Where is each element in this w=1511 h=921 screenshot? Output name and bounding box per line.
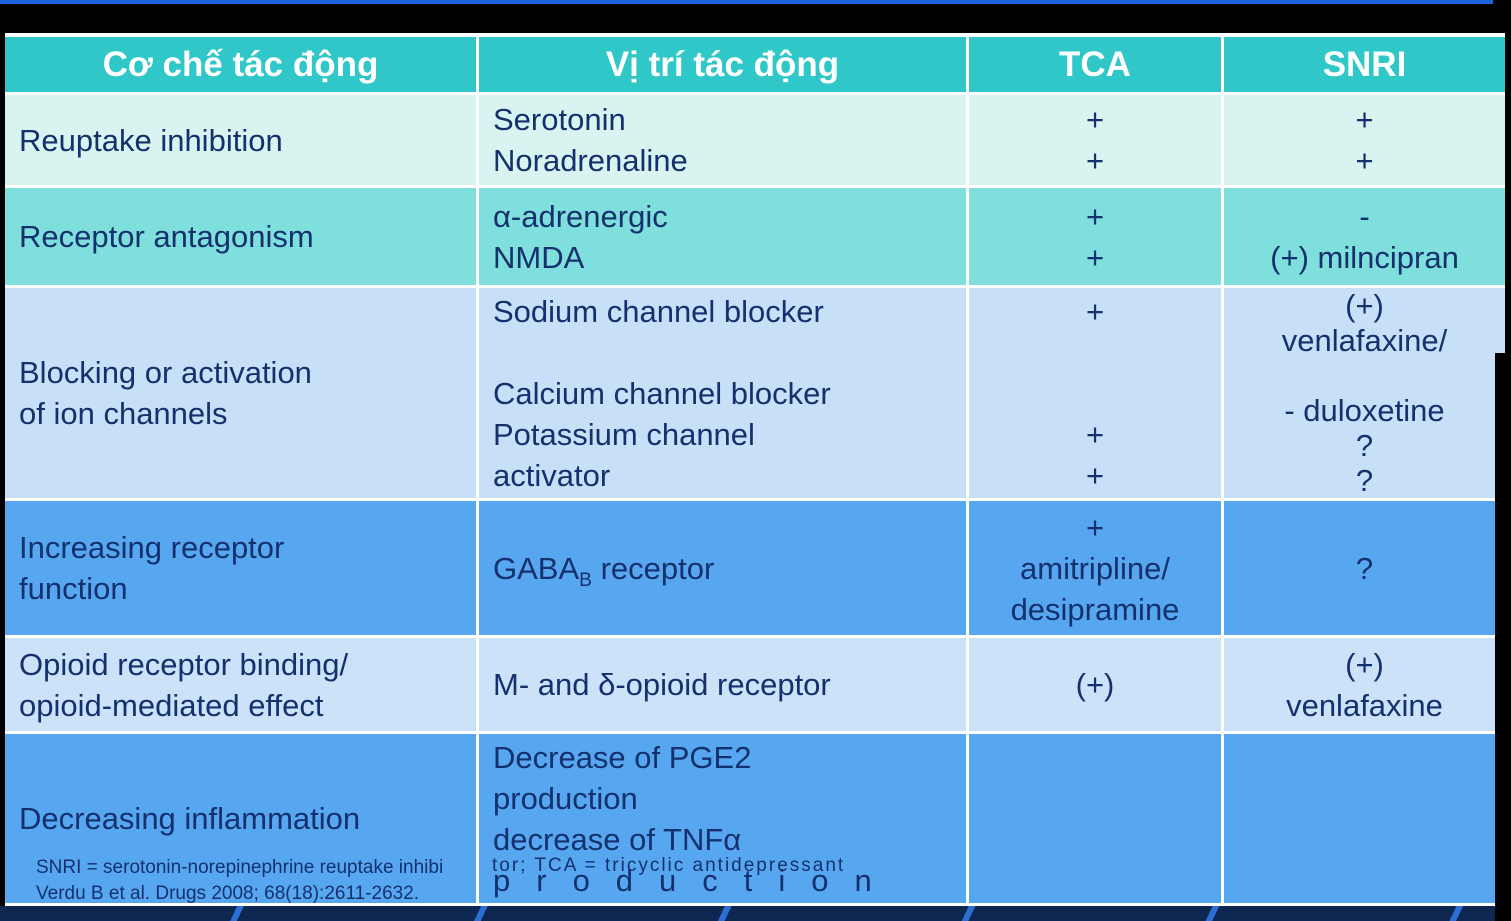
cell-line: Receptor antagonism: [19, 219, 314, 254]
cell-line: GABAB receptor: [493, 548, 715, 591]
cell-tca-receptor-function: + amitripline/ desipramine: [969, 501, 1221, 635]
cell-line: +: [1085, 198, 1105, 234]
cell-snri-receptor-function: ?: [1224, 501, 1505, 635]
cell-line: Serotonin: [493, 102, 626, 137]
cell-line: decrease of TNFα: [493, 821, 742, 857]
cell-line: Decreasing inflammation: [19, 801, 361, 836]
cell-tca-opioid: (+): [969, 638, 1221, 731]
cell-line: (+): [1075, 667, 1115, 702]
cell-line: ?: [1355, 428, 1374, 463]
cell-line: +: [1085, 509, 1105, 545]
footnote-abbreviations-left: SNRI = serotonin-norepinephrine reuptake…: [36, 857, 444, 878]
cell-line: function: [19, 571, 128, 606]
cell-line: opioid-mediated effect: [19, 687, 324, 723]
cell-tca-inflammation: [969, 734, 1221, 903]
cell-site-ion-channels: Sodium channel blocker Calcium channel b…: [479, 288, 966, 498]
cell-line: +: [1355, 143, 1374, 178]
header-site: Vị trí tác động: [479, 37, 966, 92]
cell-tca-reuptake: + +: [969, 95, 1221, 185]
cell-line: ?: [1355, 463, 1374, 498]
cell-site-opioid: M- and δ-opioid receptor: [479, 638, 966, 731]
cell-line: desipramine: [1010, 591, 1180, 627]
top-accent-line: [0, 0, 1493, 4]
cell-line: +: [1085, 416, 1105, 452]
cell-line: of ion channels: [19, 396, 228, 431]
cell-line: +: [1085, 457, 1105, 493]
gaba-suffix: receptor: [591, 550, 715, 586]
cell-mechanism-reuptake: Reuptake inhibition: [5, 95, 476, 185]
cell-snri-opioid: (+) venlafaxine: [1224, 638, 1505, 731]
cell-line: +: [1355, 102, 1374, 137]
cell-line: M- and δ-opioid receptor: [493, 667, 831, 702]
cell-line: Decrease of PGE2: [493, 739, 752, 775]
comparison-table: Cơ chế tác động Vị trí tác động TCA SNRI…: [5, 33, 1505, 907]
cell-mechanism-antagonism: Receptor antagonism: [5, 188, 476, 285]
cell-line: +: [1085, 102, 1105, 137]
right-black-bar: [1495, 353, 1511, 921]
footnote-abbreviations-right: tor; TCA = tricyclic antidepressant: [492, 855, 846, 876]
cell-line: (+): [1345, 646, 1384, 682]
cell-mechanism-inflammation: Decreasing inflammation: [5, 734, 476, 903]
cell-line: venlafaxine: [1286, 687, 1443, 723]
cell-site-antagonism: α-adrenergic NMDA: [479, 188, 966, 285]
cell-line: Potassium channel: [493, 416, 755, 452]
cell-line: Increasing receptor: [19, 530, 285, 565]
header-snri: SNRI: [1224, 37, 1505, 92]
cell-mechanism-receptor-function: Increasing receptor function: [5, 501, 476, 635]
gaba-text: GABA: [493, 550, 580, 586]
cell-line: Blocking or activation: [19, 355, 312, 390]
cell-tca-ion-channels: + + +: [969, 288, 1221, 498]
cell-site-gaba: GABAB receptor: [479, 501, 966, 635]
cell-snri-antagonism: - (+) milncipran: [1224, 188, 1505, 285]
cell-snri-ion-channels: (+) venlafaxine/ - duloxetine ? ?: [1224, 288, 1505, 498]
cell-line: Noradrenaline: [493, 143, 688, 178]
cell-site-inflammation: Decrease of PGE2 production decrease of …: [479, 734, 966, 903]
cell-line: production: [493, 862, 898, 898]
header-tca: TCA: [969, 37, 1221, 92]
cell-line: (+): [1345, 288, 1384, 323]
cell-snri-inflammation: [1224, 734, 1505, 903]
cell-line: Calcium channel blocker: [493, 375, 831, 411]
cell-line: α-adrenergic: [493, 198, 668, 234]
cell-line: activator: [493, 457, 611, 493]
cell-line: Opioid receptor binding/: [19, 646, 349, 682]
cell-line: Reuptake inhibition: [19, 122, 283, 158]
cell-line: +: [1085, 239, 1105, 275]
cell-mechanism-ion-channels: Blocking or activation of ion channels: [5, 288, 476, 498]
gaba-subscript: B: [579, 569, 592, 591]
cell-line: venlafaxine/: [1281, 323, 1448, 358]
cell-line: ?: [1355, 550, 1374, 586]
cell-line: +: [1085, 143, 1105, 178]
bottom-bar: [0, 906, 1511, 921]
cell-line: amitripline/: [1020, 550, 1170, 586]
cell-line: -: [1359, 198, 1370, 234]
cell-tca-antagonism: + +: [969, 188, 1221, 285]
footnote-reference: Verdu B et al. Drugs 2008; 68(18):2611-2…: [36, 883, 420, 904]
cell-site-reuptake: Serotonin Noradrenaline: [479, 95, 966, 185]
cell-line: production: [493, 780, 638, 816]
cell-snri-reuptake: + +: [1224, 95, 1505, 185]
cell-line: (+) milncipran: [1270, 239, 1459, 275]
cell-line: - duloxetine: [1284, 393, 1445, 428]
cell-line: Sodium channel blocker: [493, 293, 824, 329]
header-mechanism: Cơ chế tác động: [5, 37, 476, 92]
cell-mechanism-opioid: Opioid receptor binding/ opioid-mediated…: [5, 638, 476, 731]
cell-line: NMDA: [493, 239, 585, 275]
cell-line: +: [1085, 293, 1105, 329]
